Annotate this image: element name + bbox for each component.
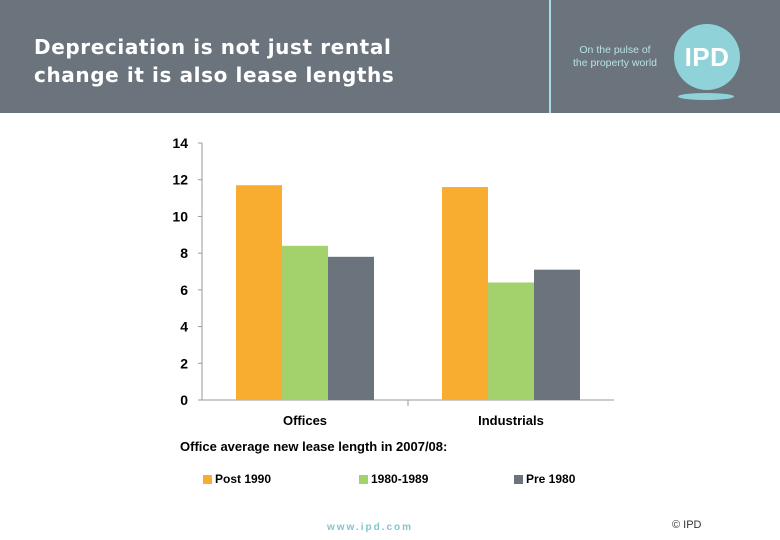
brand-tagline: On the pulse of the property world [560, 44, 670, 70]
footer-copyright: © IPD [672, 519, 702, 531]
slide-title: Depreciation is not just rental change i… [34, 33, 534, 89]
bar-offices-pre-1980 [328, 256, 374, 400]
x-axis-caption: Office average new lease length in 2007/… [180, 439, 447, 454]
bar-industrials-1980-1989 [488, 282, 534, 400]
legend-swatch [514, 475, 523, 484]
x-category-label: Offices [283, 413, 327, 428]
logo-text: IPD [684, 41, 730, 72]
y-tick-label: 8 [180, 245, 188, 261]
y-tick-label: 14 [172, 135, 188, 151]
tagline-line-2: the property world [572, 57, 658, 69]
legend-label: Post 1990 [215, 472, 271, 486]
x-category-label: Industrials [478, 413, 544, 428]
bar-industrials-pre-1980 [534, 269, 580, 400]
logo-swoosh [678, 93, 734, 100]
y-tick-label: 6 [180, 282, 188, 298]
legend-label: 1980-1989 [371, 472, 429, 486]
y-tick-label: 0 [180, 392, 188, 408]
legend-swatch [203, 475, 212, 484]
slide-title-line-1: Depreciation is not just rental [34, 35, 392, 59]
legend-swatch [359, 475, 368, 484]
slide-title-line-2: change it is also lease lengths [34, 63, 395, 87]
header-divider [549, 0, 551, 113]
bar-industrials-post-1990 [442, 187, 488, 400]
y-tick-label: 2 [180, 355, 188, 371]
bar-offices-post-1990 [236, 185, 282, 400]
ipd-logo: IPD [674, 24, 740, 90]
y-tick-label: 12 [172, 172, 188, 188]
legend-label: Pre 1980 [526, 472, 576, 486]
y-tick-label: 4 [180, 319, 188, 335]
footer-url[interactable]: www.ipd.com [326, 522, 414, 533]
header-banner: Depreciation is not just rental change i… [0, 0, 780, 113]
tagline-line-1: On the pulse of [579, 44, 651, 56]
y-tick-label: 10 [172, 208, 188, 224]
bar-offices-1980-1989 [282, 245, 328, 400]
